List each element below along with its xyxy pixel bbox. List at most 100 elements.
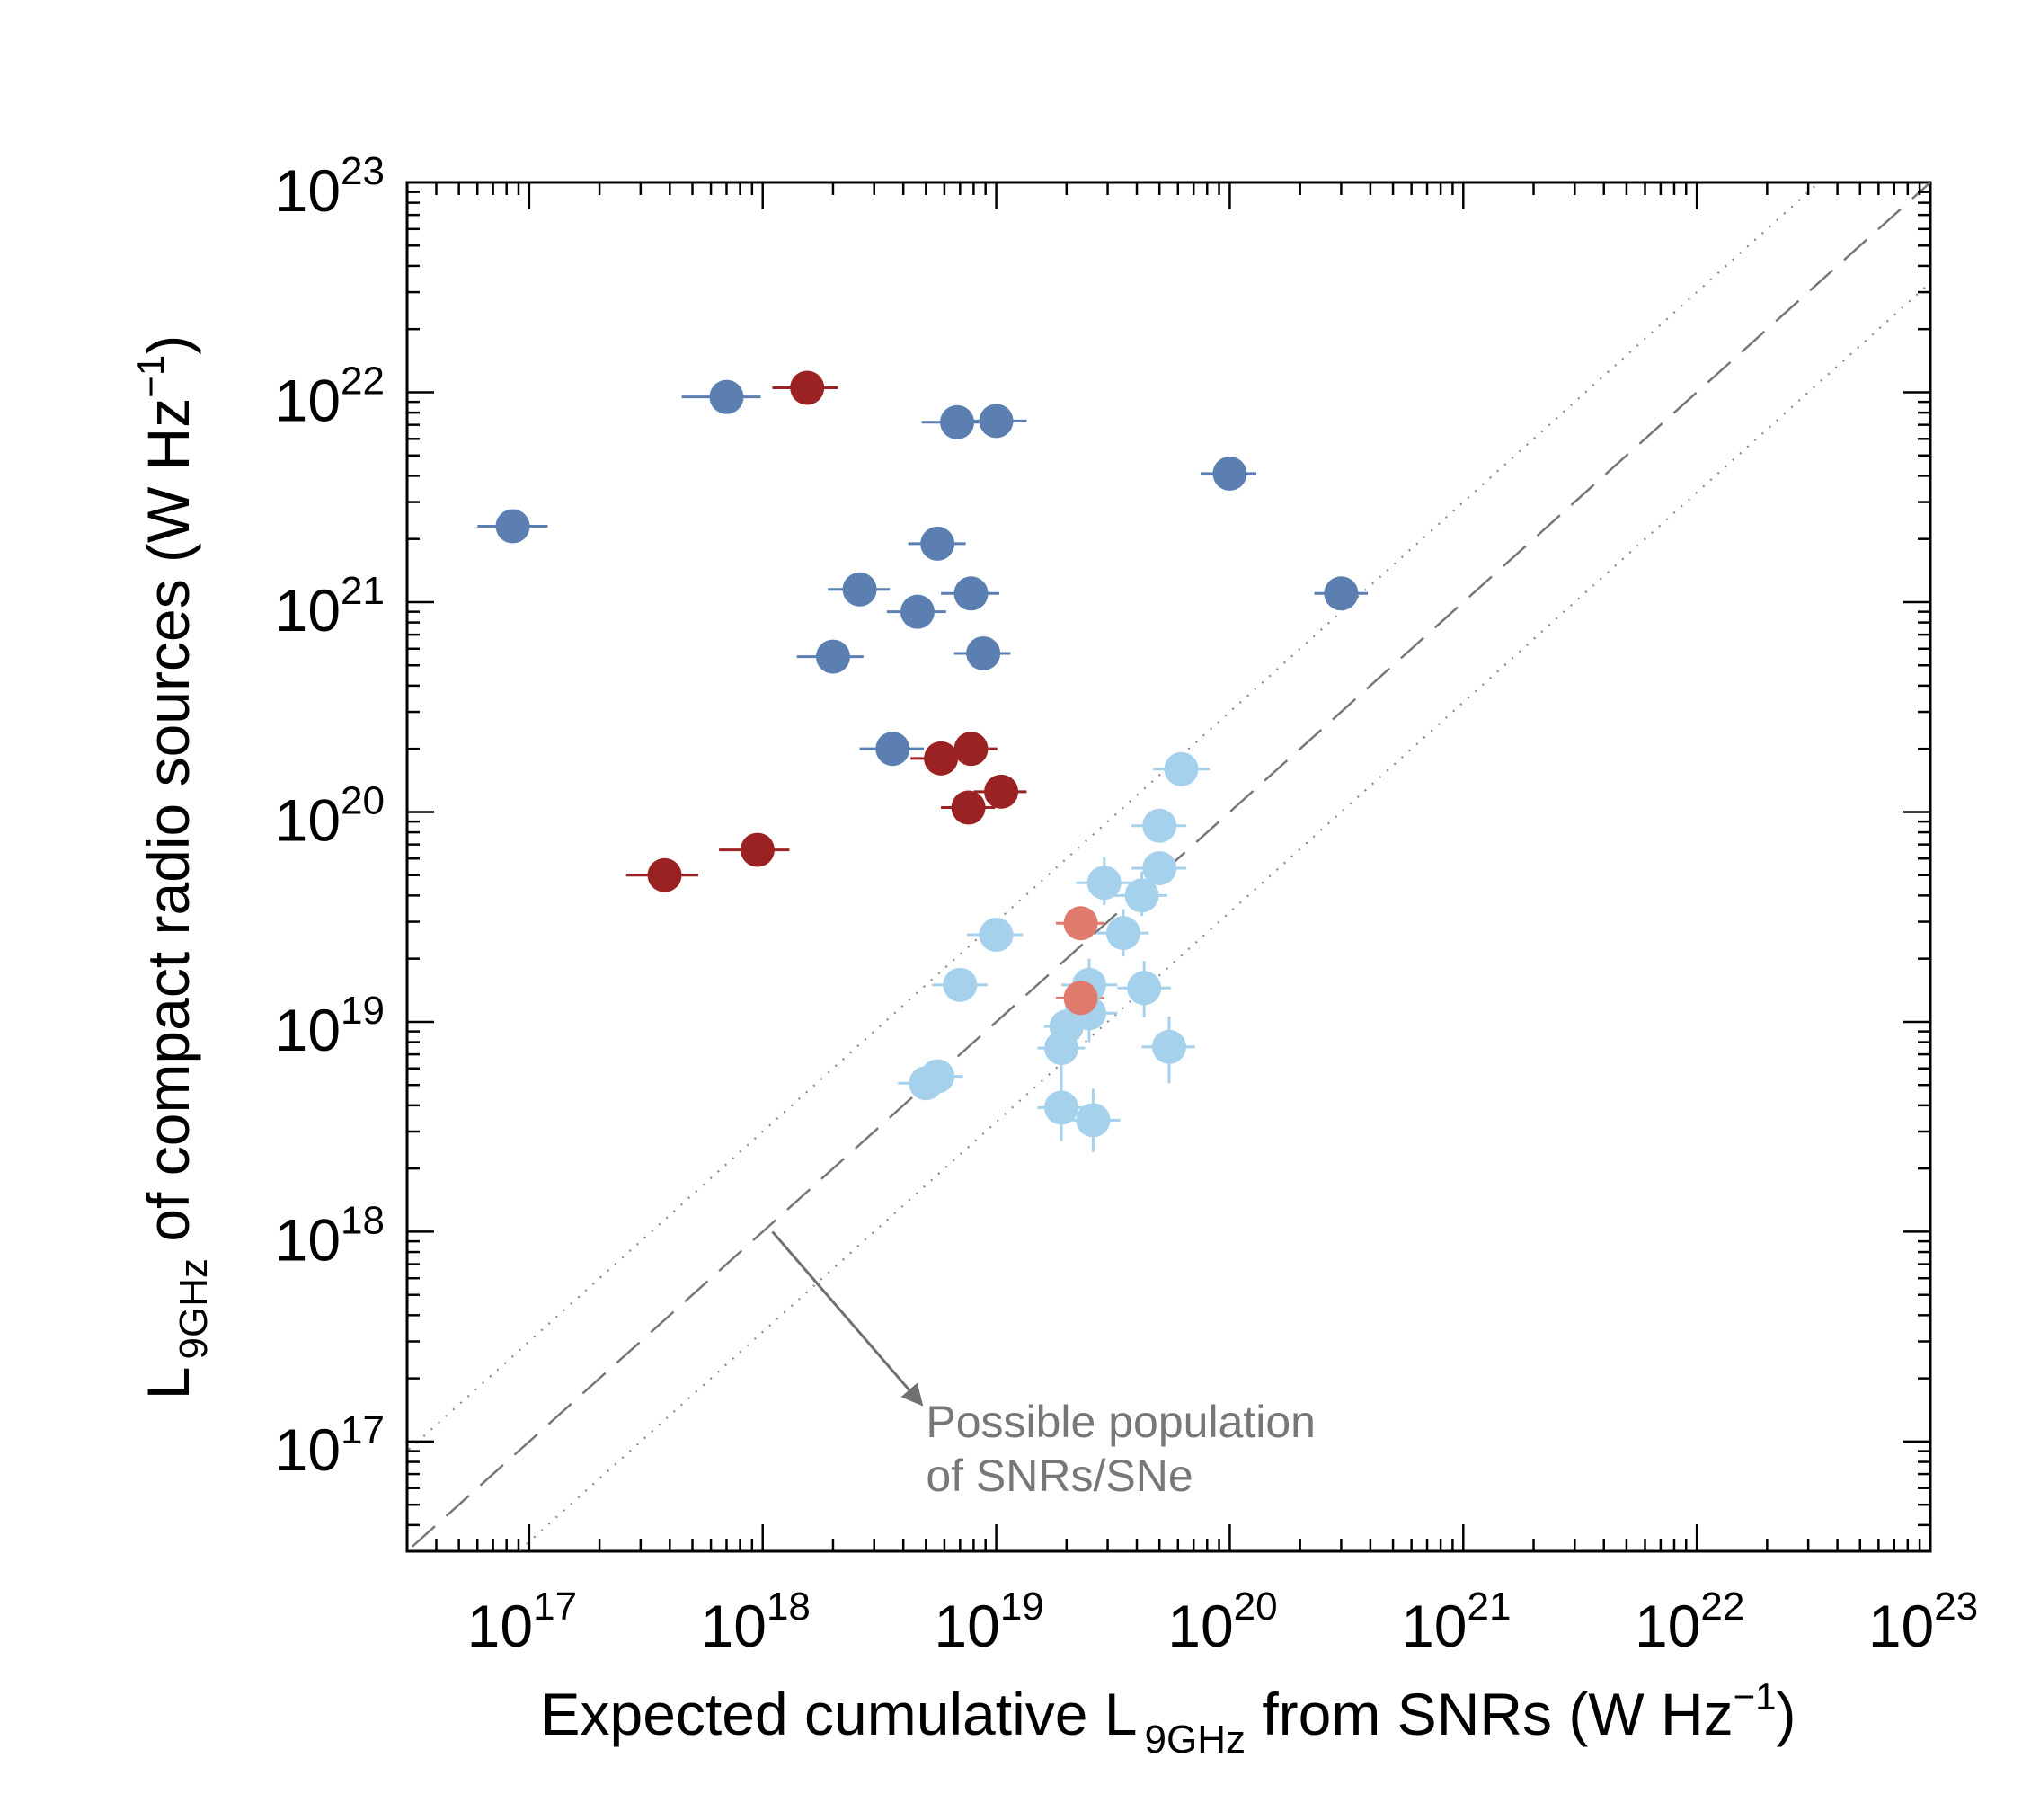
y-tick-label-base: 10: [275, 577, 341, 644]
y-tick-label-exponent: 19: [341, 989, 385, 1033]
annotation-text: Possible population of SNRs/SNe: [926, 1397, 1328, 1501]
y-tick-label-exponent: 21: [341, 569, 385, 613]
point-light-blue-5: [1105, 916, 1140, 951]
point-dark-red-1: [924, 741, 959, 776]
x-axis-label-suffix: from SNRs (W Hz: [1246, 1681, 1734, 1747]
annotation-arrow: [771, 1230, 924, 1407]
major-ticks: [407, 181, 1932, 1551]
y-tick-label-22: 1022: [275, 359, 385, 433]
y-tick-label-exponent: 17: [341, 1408, 385, 1452]
point-dark-red-4: [984, 774, 1019, 809]
point-dark-blue-8: [815, 639, 850, 674]
point-light-red-1: [1063, 981, 1098, 1016]
annotation-line-2: of SNRs/SNe: [926, 1451, 1193, 1501]
point-dark-blue-0: [495, 509, 530, 544]
x-tick-label-base: 10: [1167, 1593, 1233, 1659]
x-axis-label-close: ): [1777, 1681, 1796, 1747]
point-dark-red-3: [951, 790, 986, 825]
x-axis-label-prefix: Expected cumulative L: [540, 1681, 1137, 1747]
x-tick-label-22: 1022: [1635, 1585, 1744, 1659]
x-tick-label-base: 10: [701, 1593, 767, 1659]
y-tick-label-18: 1018: [275, 1198, 385, 1273]
y-axis-label-superscript: −1: [129, 355, 172, 398]
point-light-blue-12: [1044, 1031, 1079, 1066]
y-tick-label-exponent: 20: [341, 778, 385, 822]
reference-line-lower-bound: [517, 280, 1930, 1551]
point-dark-blue-10: [875, 732, 910, 767]
point-dark-blue-11: [1212, 456, 1247, 491]
y-axis-label-suffix: of compact radio sources (W Hz: [135, 398, 201, 1258]
annotation-line-1: Possible population: [926, 1397, 1316, 1447]
point-dark-blue-1: [709, 379, 744, 414]
x-axis-label-superscript: −1: [1734, 1675, 1777, 1718]
y-tick-label-21: 1021: [275, 569, 385, 644]
y-tick-label-20: 1020: [275, 778, 385, 853]
point-dark-blue-3: [979, 404, 1014, 439]
point-light-blue-6: [979, 918, 1014, 953]
x-tick-label-base: 10: [1635, 1593, 1700, 1659]
point-light-blue-15: [909, 1066, 944, 1101]
x-tick-label-23: 1023: [1868, 1585, 1978, 1659]
y-tick-label-base: 10: [275, 1416, 341, 1483]
y-tick-label-base: 10: [275, 367, 341, 433]
x-tick-label-20: 1020: [1167, 1585, 1277, 1659]
point-light-blue-17: [1076, 1103, 1111, 1138]
plot-frame: [405, 181, 1932, 1553]
x-tick-label-exponent: 17: [533, 1585, 577, 1629]
x-axis-label: Expected cumulative L 9GHz from SNRs (W H…: [540, 1675, 1796, 1762]
point-light-red-0: [1063, 906, 1098, 941]
reference-line-upper-bound: [407, 182, 1821, 1453]
point-light-blue-3: [1086, 866, 1122, 901]
x-tick-label-19: 1019: [934, 1585, 1043, 1659]
point-dark-red-5: [740, 832, 775, 867]
x-tick-label-exponent: 20: [1234, 1585, 1278, 1629]
point-light-blue-2: [1142, 850, 1177, 885]
y-tick-label-base: 10: [275, 997, 341, 1063]
point-dark-blue-5: [842, 572, 877, 607]
point-dark-red-0: [790, 370, 825, 405]
y-tick-label-exponent: 22: [341, 359, 385, 403]
reference-lines: [407, 182, 1930, 1551]
x-tick-label-base: 10: [1401, 1593, 1467, 1659]
point-light-blue-13: [1151, 1029, 1186, 1064]
y-tick-label-exponent: 23: [341, 149, 385, 193]
x-tick-label-exponent: 19: [1000, 1585, 1044, 1629]
y-tick-label-17: 1017: [275, 1408, 385, 1483]
x-tick-label-base: 10: [1868, 1593, 1934, 1659]
x-tick-label-exponent: 23: [1934, 1585, 1978, 1629]
y-axis-label: L 9GHz of compact radio sources (W Hz−1): [129, 335, 216, 1399]
y-tick-label-exponent: 18: [341, 1198, 385, 1242]
point-dark-blue-2: [940, 404, 975, 439]
x-tick-label-base: 10: [467, 1593, 533, 1659]
x-axis-label-subscript: 9GHz: [1145, 1718, 1246, 1762]
x-tick-label-base: 10: [934, 1593, 999, 1659]
point-dark-blue-12: [1324, 576, 1359, 611]
annotation: Possible population of SNRs/SNe: [771, 1230, 1328, 1501]
y-tick-label-23: 1023: [275, 149, 385, 224]
point-light-blue-4: [1124, 878, 1159, 913]
data-points: [495, 370, 1359, 1138]
y-tick-label-base: 10: [275, 157, 341, 224]
point-light-blue-9: [1127, 971, 1162, 1006]
point-light-blue-7: [943, 967, 978, 1002]
x-tick-label-exponent: 21: [1468, 1585, 1512, 1629]
minor-ticks: [405, 182, 1930, 1553]
point-dark-blue-6: [900, 594, 935, 629]
x-tick-label-exponent: 18: [767, 1585, 811, 1629]
point-light-blue-0: [1164, 751, 1199, 786]
point-dark-blue-9: [966, 635, 1001, 670]
y-axis-label-prefix: L: [135, 1366, 201, 1399]
x-tick-labels: 1017 1018 1019 1020 1021 1022 1023: [467, 1585, 1979, 1659]
point-dark-red-6: [647, 857, 682, 892]
y-tick-label-19: 1019: [275, 989, 385, 1063]
error-bars: [477, 386, 1369, 1152]
y-tick-label-base: 10: [275, 786, 341, 853]
point-light-blue-1: [1142, 808, 1177, 843]
y-axis-label-close: ): [135, 335, 201, 355]
y-axis-label-subscript: 9GHz: [172, 1258, 216, 1359]
point-dark-blue-7: [953, 576, 989, 611]
x-tick-label-18: 1018: [701, 1585, 811, 1659]
x-tick-label-21: 1021: [1401, 1585, 1511, 1659]
